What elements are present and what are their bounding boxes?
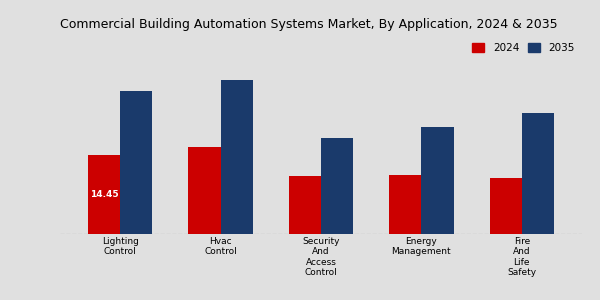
Bar <box>389 175 421 234</box>
Bar <box>289 176 321 234</box>
Bar <box>522 113 554 234</box>
Text: Commercial Building Automation Systems Market, By Application, 2024 & 2035: Commercial Building Automation Systems M… <box>60 18 557 31</box>
Text: 14.45: 14.45 <box>90 190 118 199</box>
Bar <box>421 127 454 234</box>
Bar <box>321 138 353 234</box>
Bar <box>120 91 152 234</box>
Bar <box>490 178 522 234</box>
Bar <box>221 80 253 234</box>
Bar <box>188 147 221 234</box>
Bar <box>88 154 120 234</box>
Legend: 2024, 2035: 2024, 2035 <box>470 41 577 56</box>
